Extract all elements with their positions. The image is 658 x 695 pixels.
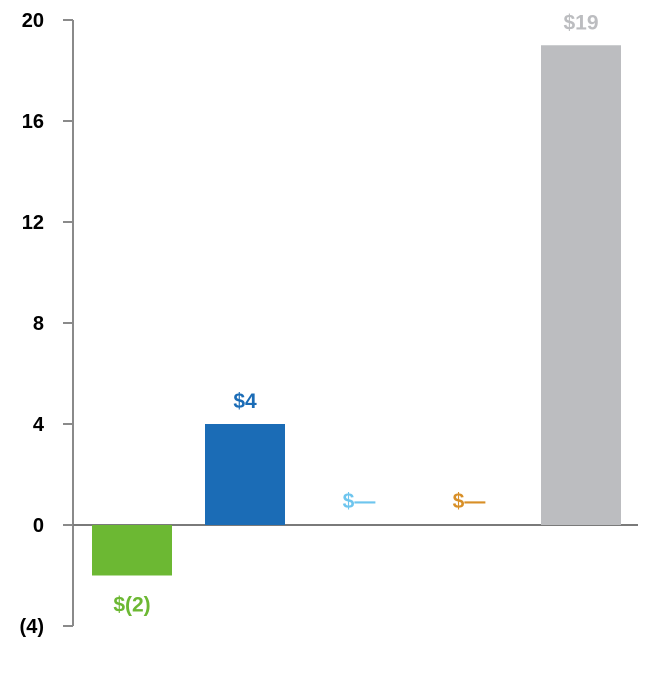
y-tick-label: 12 — [22, 212, 44, 234]
y-axis: 20 16 12 8 4 0 (4) — [20, 10, 638, 638]
bar — [541, 45, 621, 525]
bar — [205, 424, 285, 525]
data-label: $19 — [563, 11, 598, 34]
y-tick-label: 16 — [22, 111, 44, 133]
data-label: $— — [453, 490, 486, 513]
data-labels: $(2) $4 $— $— $19 — [113, 11, 598, 616]
data-label: $(2) — [113, 594, 150, 617]
y-tick-label: 20 — [22, 10, 44, 32]
y-tick-label: (4) — [20, 616, 44, 638]
data-label: $4 — [233, 390, 257, 413]
y-tick-label: 4 — [33, 414, 45, 436]
y-tick-label: 0 — [33, 515, 44, 537]
bars — [92, 45, 621, 576]
data-label: $— — [343, 490, 376, 513]
y-tick-label: 8 — [33, 313, 44, 335]
bar — [92, 525, 172, 576]
